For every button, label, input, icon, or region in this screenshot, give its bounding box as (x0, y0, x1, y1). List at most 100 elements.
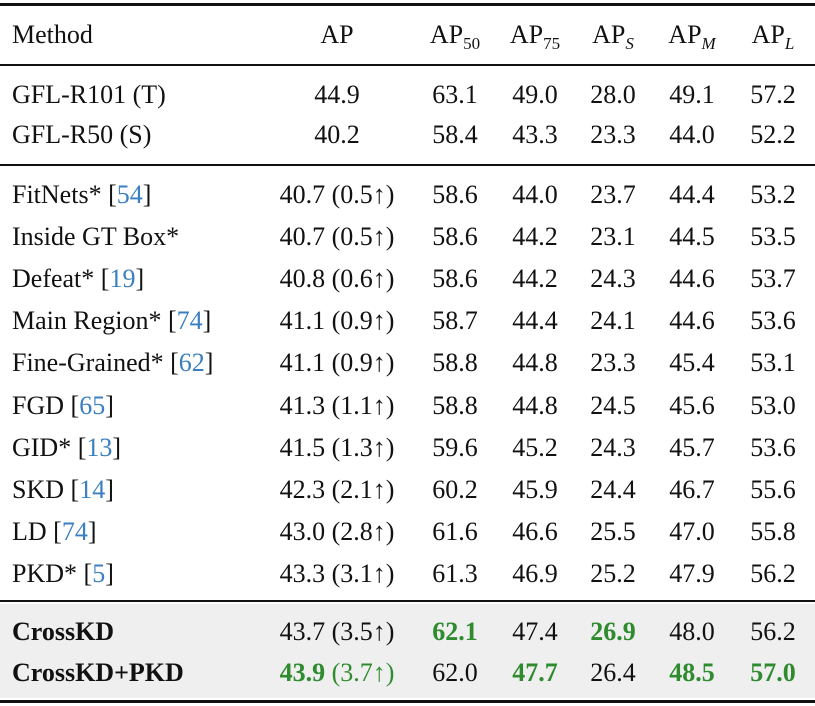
citation-bracket: ] (202, 306, 212, 336)
ap-value: 40.2 (314, 120, 360, 149)
metric-cell: 24.4 (590, 474, 636, 504)
metric-cell: 58.6 (432, 222, 478, 252)
method-cell: GFL-R50 (S) (12, 120, 151, 150)
metric-cell: 56.2 (750, 617, 796, 646)
metric-cell: 44.0 (512, 180, 558, 209)
citation-bracket: [ (170, 348, 179, 378)
ap-value: 44.9 (314, 80, 360, 109)
metric-cell: 45.9 (512, 474, 558, 504)
header-text: AP (320, 20, 354, 49)
header-subscript: 75 (543, 34, 561, 53)
method-cell: CrossKD+PKD (12, 658, 184, 688)
header-text: AP (429, 20, 464, 49)
ap-value: 41.1 (279, 306, 326, 336)
ap-cell: 43.9 (3.7↑) (280, 658, 395, 688)
ap-delta: (0.6↑) (331, 264, 395, 294)
header-text: AP (751, 20, 785, 49)
shaded-band (0, 604, 815, 698)
ap-delta: (0.5↑) (331, 180, 395, 209)
header-cell: Method (12, 20, 93, 50)
metric-cell: 46.9 (512, 558, 558, 588)
method-cell: SKD [14] (12, 475, 114, 505)
method-cell: LD [74] (12, 517, 97, 547)
rule (0, 64, 815, 66)
ap-cell: 43.3 (3.1↑) (280, 559, 395, 589)
metric-cell: 45.2 (512, 432, 558, 462)
method-name: Main Region* (12, 306, 162, 336)
metric-cell: 58.4 (432, 120, 478, 149)
ap-value: 41.3 (279, 390, 326, 420)
header-cell: APL (751, 20, 795, 52)
metric-cell: 26.4 (590, 658, 636, 687)
method-name: FitNets* (12, 180, 102, 209)
metric-cell: 53.0 (750, 390, 796, 420)
header-cell: APM (668, 20, 716, 53)
ap-cell: 43.0 (2.8↑) (280, 517, 395, 547)
metric-cell: 58.6 (432, 264, 478, 294)
header-subscript: 50 (463, 34, 481, 53)
metric-cell: 44.2 (512, 264, 558, 294)
ap-delta: (0.9↑) (331, 348, 395, 378)
method-cell: Main Region* [74] (12, 306, 211, 336)
metric-cell: 63.1 (432, 80, 478, 109)
header-text: AP (592, 20, 626, 49)
metric-cell: 24.1 (590, 306, 636, 336)
metric-cell: 44.8 (512, 348, 558, 378)
metric-cell: 46.6 (512, 516, 558, 546)
ap-value: 41.1 (279, 348, 326, 378)
citation-number: 74 (61, 516, 88, 546)
metric-cell: 48.5 (669, 658, 715, 687)
ap-cell: 44.9 (314, 80, 360, 110)
ap-value: 43.9 (279, 658, 326, 687)
method-cell: Inside GT Box* (12, 222, 179, 252)
header-cell: AP50 (429, 20, 481, 53)
metric-cell: 44.5 (669, 222, 715, 252)
metric-cell: 28.0 (590, 80, 636, 109)
metric-cell: 53.2 (750, 180, 796, 209)
header-subscript: M (701, 34, 716, 53)
citation-bracket: [ (168, 306, 177, 336)
metric-cell: 24.5 (590, 390, 636, 420)
ap-value: 40.7 (279, 222, 326, 252)
ap-value: 41.5 (279, 432, 326, 462)
ap-cell: 41.3 (1.1↑) (280, 391, 395, 421)
ap-cell: 42.3 (2.1↑) (280, 475, 395, 505)
citation-bracket: ] (135, 264, 145, 294)
ap-cell: 41.5 (1.3↑) (280, 433, 395, 463)
metric-cell: 23.3 (590, 120, 636, 149)
header-text: Method (12, 20, 93, 49)
metric-cell: 61.3 (432, 558, 478, 588)
ap-delta: (1.1↑) (331, 390, 395, 420)
citation-bracket: [ (100, 264, 110, 294)
citation-bracket: [ (83, 558, 93, 588)
method-name: GFL-R50 (S) (12, 120, 152, 149)
metric-cell: 58.6 (432, 180, 478, 209)
metric-cell: 49.0 (512, 80, 558, 109)
header-cell: APS (592, 20, 634, 53)
ap-delta: (3.5↑) (331, 617, 395, 646)
citation-bracket: [ (70, 474, 80, 504)
method-name: Defeat* (12, 264, 95, 294)
metric-cell: 60.2 (432, 474, 478, 504)
ap-value: 42.3 (279, 474, 326, 504)
ap-cell: 41.1 (0.9↑) (280, 348, 395, 378)
metric-cell: 53.6 (750, 432, 796, 462)
metric-cell: 46.7 (669, 474, 715, 504)
ap-delta: (0.9↑) (331, 306, 395, 336)
header-cell: AP (320, 20, 353, 50)
header-subscript: S (625, 34, 634, 53)
citation-bracket: ] (87, 516, 97, 546)
citation-number: 14 (79, 474, 106, 504)
ap-delta: (2.8↑) (331, 516, 395, 546)
metric-cell: 44.2 (512, 222, 558, 252)
method-cell: CrossKD (12, 617, 114, 647)
metric-cell: 47.7 (512, 658, 558, 687)
rule (0, 164, 815, 166)
ap-cell: 41.1 (0.9↑) (280, 306, 395, 336)
metric-cell: 53.1 (750, 348, 796, 378)
metric-cell: 58.8 (432, 390, 478, 420)
method-name: PKD* (12, 558, 78, 588)
metric-cell: 57.0 (750, 658, 796, 687)
ap-cell: 40.7 (0.5↑) (280, 180, 395, 210)
